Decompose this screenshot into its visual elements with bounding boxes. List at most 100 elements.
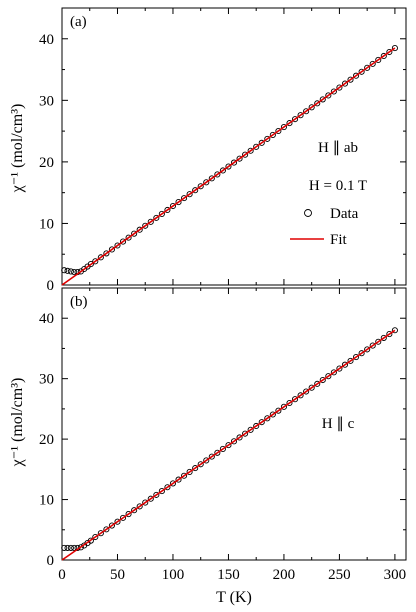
data-point (64, 267, 71, 274)
y-tick-label: 0 (47, 278, 55, 294)
data-point (108, 522, 115, 529)
data-point (142, 499, 149, 506)
x-tick-label: 200 (273, 567, 296, 583)
data-point (319, 376, 326, 384)
data-point (67, 544, 74, 551)
data-point (225, 442, 232, 449)
data-point (208, 175, 215, 182)
legend-label-data: Data (330, 206, 359, 222)
data-point (303, 388, 310, 395)
data-point (325, 92, 332, 99)
data-point (242, 151, 249, 158)
data-point (203, 457, 210, 464)
data-point (275, 407, 282, 414)
data-point (319, 96, 326, 103)
panel-label: (a) (70, 14, 87, 30)
data-point (347, 357, 354, 364)
data-point (242, 430, 249, 437)
data-point (114, 242, 121, 249)
data-point (92, 533, 99, 541)
data-point (219, 445, 226, 453)
data-point (330, 369, 337, 376)
data-point (164, 484, 171, 491)
data-point (364, 346, 371, 353)
panel-a: 0 10 20 30 40 (a) H ∥ ab H = 0.1 T Data Fit (39, 7, 407, 294)
data-point (136, 226, 143, 233)
data-point (175, 476, 182, 483)
data-point (236, 434, 243, 441)
data-point (181, 195, 188, 202)
data-point (247, 147, 254, 154)
data-point (219, 167, 226, 174)
data-point (208, 453, 215, 460)
data-point (336, 84, 343, 91)
data-point (203, 179, 210, 186)
data-point (369, 60, 376, 67)
data-point (341, 80, 349, 87)
data-point (103, 526, 110, 533)
data-point (169, 480, 177, 487)
data-point (358, 350, 365, 357)
panel-b: 0 50 100 150 200 250 300 0 10 20 30 40 (b) H ∥ c (39, 287, 407, 583)
data-point (391, 45, 398, 52)
fit-line (61, 47, 396, 286)
data-point (197, 461, 204, 468)
data-point (314, 100, 321, 107)
data-point (142, 222, 149, 229)
legend-label-fit: Fit (330, 232, 348, 248)
y-tick-label: 40 (39, 311, 54, 327)
data-point (353, 354, 360, 361)
data-point (225, 163, 232, 170)
data-point (214, 449, 221, 456)
data-point (375, 56, 382, 63)
data-point (131, 230, 138, 237)
data-point (347, 76, 354, 83)
data-point (114, 518, 121, 525)
data-point (153, 491, 160, 498)
data-point (164, 206, 171, 214)
x-tick-label: 100 (162, 567, 185, 583)
data-point (125, 511, 132, 518)
data-point (186, 468, 193, 475)
data-point (314, 380, 321, 387)
data-point (131, 507, 138, 514)
data-point (280, 403, 287, 410)
data-point (147, 495, 154, 502)
data-point (364, 64, 371, 71)
data-point (192, 465, 199, 472)
legend-marker-data (304, 209, 312, 217)
data-point (286, 399, 293, 407)
fit-line (61, 329, 396, 561)
data-point (247, 426, 254, 433)
data-point (158, 210, 165, 217)
data-point (214, 171, 221, 178)
data-point (386, 331, 393, 338)
data-point (125, 234, 132, 241)
data-point (264, 135, 271, 142)
data-point (67, 268, 74, 275)
data-point (286, 120, 293, 127)
data-point (181, 472, 188, 479)
y-tick-label: 40 (39, 32, 54, 48)
data-point (297, 392, 304, 399)
data-point (380, 52, 387, 60)
data-point (197, 183, 204, 190)
data-point (391, 327, 398, 334)
data-point (136, 503, 143, 510)
data-point (341, 361, 349, 368)
data-point (269, 411, 276, 418)
data-point (275, 127, 282, 135)
data-point (103, 250, 110, 257)
y-tick-label: 0 (47, 553, 55, 569)
data-point (87, 537, 94, 544)
y-tick-label: 30 (39, 93, 54, 109)
data-point (119, 238, 127, 245)
data-point (87, 261, 94, 268)
y-axis-title-a: χ⁻¹ (mol/cm³) (9, 104, 26, 194)
field-annotation: H ∥ ab (318, 140, 358, 156)
data-point (325, 373, 332, 380)
data-point (386, 48, 393, 56)
x-axis-title: T (K) (216, 589, 252, 606)
y-tick-label: 10 (39, 493, 54, 509)
